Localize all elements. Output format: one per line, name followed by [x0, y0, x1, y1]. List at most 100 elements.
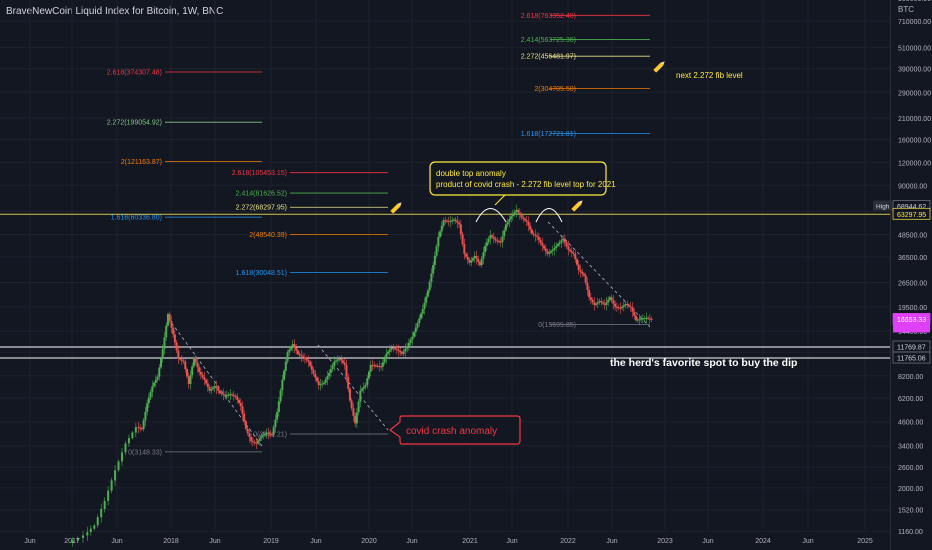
candle-body — [196, 362, 199, 368]
price-label: 68944.62 — [897, 204, 926, 211]
price-axis: 950000.00 710000.00 510000.00 390000.00 2900… — [873, 0, 931, 536]
pencil-body — [571, 201, 582, 212]
candle-body — [89, 528, 92, 533]
candle-body — [264, 433, 266, 435]
candle-body — [328, 372, 331, 377]
x-tick-label: 2018 — [163, 538, 179, 545]
candle-body — [154, 379, 157, 383]
candle-body — [131, 432, 134, 438]
candle-body — [399, 350, 402, 353]
candle-body — [461, 234, 464, 245]
candle-body — [517, 209, 520, 213]
candle-body — [518, 212, 521, 216]
candle-body — [498, 240, 500, 242]
candle-body — [186, 369, 188, 377]
candle-body — [127, 437, 130, 444]
candle-body — [451, 220, 454, 222]
x-tick-label: 2021 — [462, 538, 478, 545]
candle-body — [134, 427, 137, 433]
candle-body — [326, 376, 329, 380]
candle-body — [277, 401, 280, 412]
candle-body — [373, 365, 376, 367]
candle-body — [602, 302, 604, 304]
fib-label: 1.618(60336.80) — [111, 215, 162, 222]
candle-body — [491, 235, 494, 237]
candle-body — [506, 221, 509, 225]
candle-body — [163, 337, 166, 349]
x-tick-label: Jun — [111, 538, 122, 545]
trend-lines — [0, 213, 890, 447]
candle-body — [192, 357, 195, 367]
candle-body — [504, 224, 507, 231]
candle-body — [76, 537, 79, 541]
fib-label: 2.618(105453.15) — [232, 170, 287, 177]
candle-body — [345, 364, 348, 377]
y-tick-label: 290000.00 — [898, 90, 931, 97]
candle-body — [103, 500, 106, 509]
candle-body — [510, 216, 513, 219]
price-label: 16653.33 — [897, 317, 926, 324]
top-arc-2 — [535, 208, 563, 223]
candle-body — [591, 299, 594, 303]
candle-body — [165, 325, 168, 338]
candle-body — [595, 303, 598, 305]
candle-body — [478, 262, 481, 266]
fib-label: 2.272(68297.95) — [236, 205, 287, 212]
candle-body — [376, 365, 379, 367]
candle-body — [619, 307, 622, 309]
candle-body — [499, 241, 502, 243]
double-top-text-2: product of covid crash - 2.272 fib level… — [436, 180, 616, 189]
y-tick-label: 120000.00 — [898, 160, 931, 167]
candle-body — [110, 480, 113, 491]
price-label: 11765.06 — [897, 356, 926, 363]
candle-body — [629, 306, 632, 308]
candle-body — [569, 249, 572, 252]
candle-body — [640, 318, 643, 320]
candle-body — [284, 361, 287, 371]
candle-body — [317, 381, 320, 385]
candle-body — [100, 508, 103, 518]
candle-body — [610, 297, 613, 301]
candle-body — [142, 420, 145, 429]
candle-body — [380, 366, 383, 368]
y-tick-label: 950000.00 — [898, 0, 931, 3]
candle-body — [440, 225, 443, 232]
candle-body — [362, 386, 365, 389]
candle-body — [400, 352, 403, 354]
chart-title: BraveNewCoin Liquid Index for Bitcoin, 1… — [6, 6, 224, 17]
x-tick-label: Jun — [702, 538, 713, 545]
candle-body — [361, 388, 364, 391]
candle-body — [546, 251, 549, 254]
y-tick-label: 36500.00 — [898, 255, 927, 262]
candle-body — [82, 535, 84, 538]
candle-body — [215, 386, 218, 389]
candle-body — [603, 303, 606, 305]
candle-body — [548, 252, 551, 254]
candle-body — [541, 242, 544, 246]
x-tick-label: 2020 — [361, 538, 377, 545]
candle-body — [397, 349, 400, 351]
candle-body — [335, 360, 338, 362]
candle-body — [524, 218, 526, 221]
candle-body — [475, 255, 478, 259]
candle-body — [316, 377, 318, 382]
candle-body — [473, 255, 476, 259]
candle-body — [96, 517, 99, 526]
candle-body — [114, 470, 117, 481]
candle-body — [520, 215, 523, 218]
candle-body — [93, 525, 96, 529]
candle-body — [508, 218, 511, 222]
fib-label: 2.272(456481.97) — [521, 54, 576, 61]
candle-body — [179, 358, 182, 360]
candle-body — [366, 378, 369, 385]
y-tick-label: 14400.00 — [898, 329, 927, 336]
candle-body — [570, 251, 573, 253]
candle-body — [121, 452, 123, 462]
candle-body — [426, 290, 429, 297]
candle-body — [641, 318, 644, 320]
candle-body — [643, 318, 646, 320]
price-label-box — [892, 207, 931, 220]
candle-body — [342, 360, 344, 363]
candle-body — [621, 306, 624, 309]
